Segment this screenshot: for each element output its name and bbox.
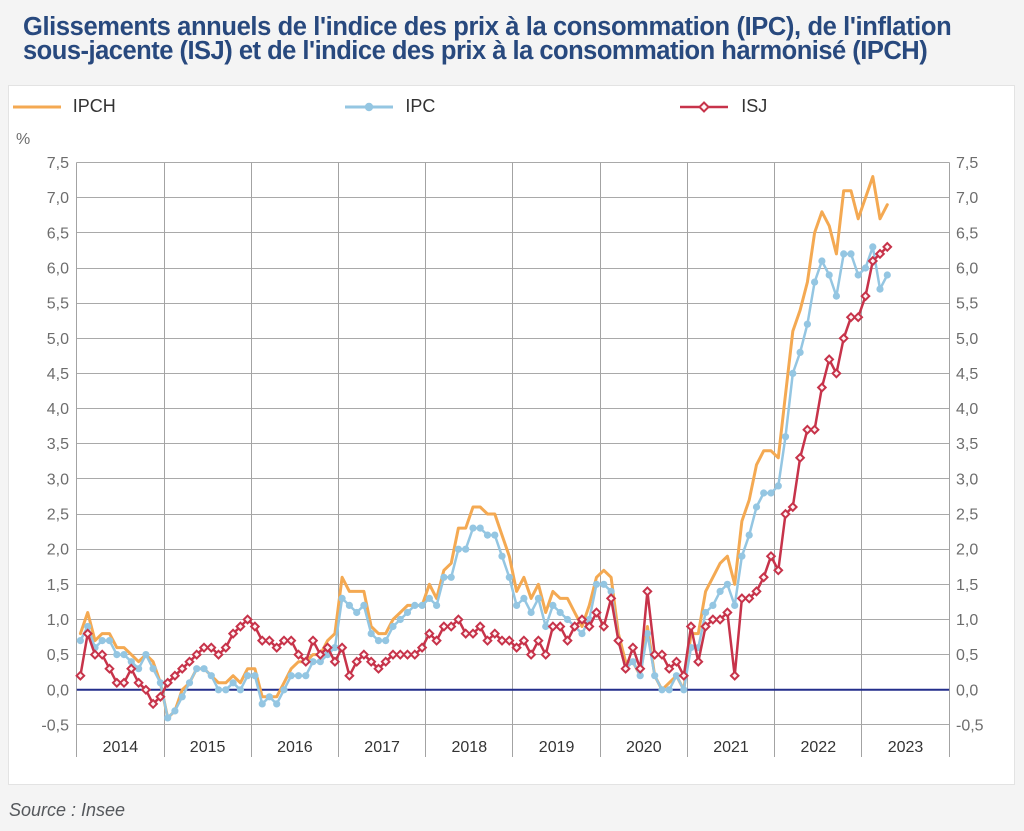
svg-text:3,5: 3,5 — [47, 436, 69, 453]
svg-text:0,0: 0,0 — [956, 682, 978, 699]
svg-text:2017: 2017 — [364, 739, 400, 756]
svg-text:5,0: 5,0 — [956, 331, 978, 348]
svg-text:6,0: 6,0 — [47, 261, 69, 278]
svg-text:0,0: 0,0 — [47, 682, 69, 699]
svg-text:2,5: 2,5 — [956, 507, 978, 524]
svg-text:1,0: 1,0 — [47, 612, 69, 629]
svg-text:4,5: 4,5 — [47, 366, 69, 383]
svg-text:2020: 2020 — [626, 739, 662, 756]
svg-text:2019: 2019 — [539, 739, 575, 756]
svg-text:7,5: 7,5 — [47, 155, 69, 172]
svg-text:1,0: 1,0 — [956, 612, 978, 629]
svg-text:5,5: 5,5 — [47, 296, 69, 313]
svg-text:4,5: 4,5 — [956, 366, 978, 383]
svg-text:5,5: 5,5 — [956, 296, 978, 313]
svg-text:2,5: 2,5 — [47, 507, 69, 524]
svg-text:1,5: 1,5 — [956, 577, 978, 594]
svg-text:0,5: 0,5 — [47, 647, 69, 664]
svg-text:6,5: 6,5 — [956, 225, 978, 242]
svg-text:2,0: 2,0 — [47, 542, 69, 559]
svg-text:4,0: 4,0 — [47, 401, 69, 418]
svg-text:0,5: 0,5 — [956, 647, 978, 664]
svg-text:-0,5: -0,5 — [956, 717, 984, 734]
svg-text:2021: 2021 — [713, 739, 749, 756]
svg-text:3,0: 3,0 — [956, 471, 978, 488]
svg-text:2018: 2018 — [452, 739, 488, 756]
svg-text:5,0: 5,0 — [47, 331, 69, 348]
svg-text:2,0: 2,0 — [956, 542, 978, 559]
svg-text:6,0: 6,0 — [956, 261, 978, 278]
svg-text:2015: 2015 — [190, 739, 226, 756]
svg-text:3,0: 3,0 — [47, 471, 69, 488]
svg-text:2014: 2014 — [103, 739, 139, 756]
svg-text:7,0: 7,0 — [956, 190, 978, 207]
svg-text:3,5: 3,5 — [956, 436, 978, 453]
svg-text:6,5: 6,5 — [47, 225, 69, 242]
svg-text:%: % — [16, 131, 30, 148]
svg-text:1,5: 1,5 — [47, 577, 69, 594]
svg-text:7,5: 7,5 — [956, 155, 978, 172]
svg-text:-0,5: -0,5 — [41, 717, 69, 734]
svg-text:7,0: 7,0 — [47, 190, 69, 207]
svg-text:4,0: 4,0 — [956, 401, 978, 418]
svg-text:2023: 2023 — [888, 739, 924, 756]
svg-text:2022: 2022 — [801, 739, 837, 756]
svg-text:2016: 2016 — [277, 739, 313, 756]
